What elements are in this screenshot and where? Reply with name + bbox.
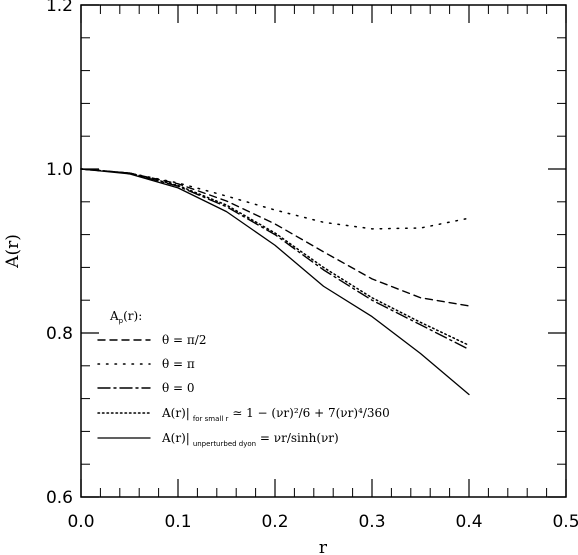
legend-label-4: A(r)| for small r ≃ 1 − (νr)²/6 + 7(νr)⁴/… — [161, 406, 390, 423]
y-tick-label: 0.8 — [46, 324, 73, 344]
y-axis: 0.6 0.8 1.0 1.2 — [46, 0, 566, 508]
legend-label-2: θ = π — [162, 357, 195, 371]
series-line-2 — [80, 168, 470, 230]
series-line-4 — [80, 168, 470, 347]
series-line-3 — [80, 168, 470, 351]
y-tick-label: 1.2 — [46, 0, 73, 16]
x-tick-label: 0.5 — [552, 512, 578, 532]
x-tick-label: 0.2 — [261, 512, 288, 532]
legend-label-1: θ = π/2 — [162, 333, 206, 347]
legend: Ap(r): θ = π/2 θ = π θ = 0 A(r)| for small r … — [97, 309, 390, 448]
y-tick-label: 1.0 — [46, 160, 73, 180]
x-tick-label: 0.0 — [67, 512, 94, 532]
series-layer — [80, 168, 470, 396]
plot-frame — [80, 4, 567, 498]
x-tick-label: 0.4 — [455, 512, 482, 532]
plot-area — [80, 4, 567, 498]
legend-title: Ap(r): — [109, 309, 142, 325]
legend-label-5: A(r)| unperturbed dyon = νr/sinh(νr) — [161, 431, 339, 448]
y-axis-label: A(r) — [3, 234, 23, 269]
y-tick-label: 0.6 — [46, 488, 73, 508]
x-axis: 0.0 0.1 0.2 0.3 0.4 0.5 — [67, 5, 578, 532]
series-line-5 — [80, 168, 470, 396]
series-line-1 — [80, 168, 470, 307]
legend-label-3: θ = 0 — [162, 381, 195, 395]
x-tick-label: 0.1 — [164, 512, 191, 532]
x-tick-label: 0.3 — [358, 512, 385, 532]
x-axis-label: r — [319, 538, 328, 555]
